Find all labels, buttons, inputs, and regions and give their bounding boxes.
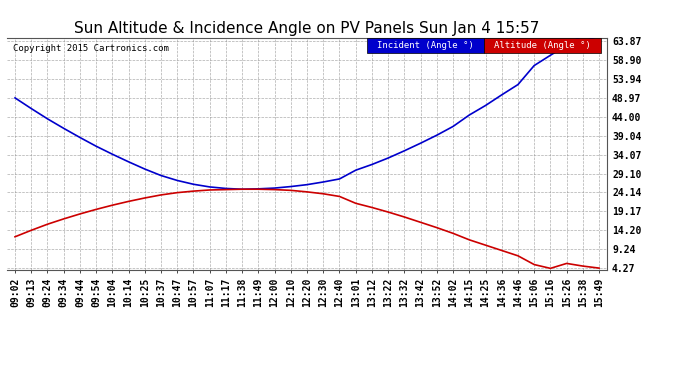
FancyBboxPatch shape (367, 38, 484, 53)
Text: Altitude (Angle °): Altitude (Angle °) (494, 41, 591, 50)
Text: Incident (Angle °): Incident (Angle °) (377, 41, 474, 50)
Text: Copyright 2015 Cartronics.com: Copyright 2015 Cartronics.com (13, 45, 169, 54)
FancyBboxPatch shape (484, 38, 601, 53)
Title: Sun Altitude & Incidence Angle on PV Panels Sun Jan 4 15:57: Sun Altitude & Incidence Angle on PV Pan… (75, 21, 540, 36)
